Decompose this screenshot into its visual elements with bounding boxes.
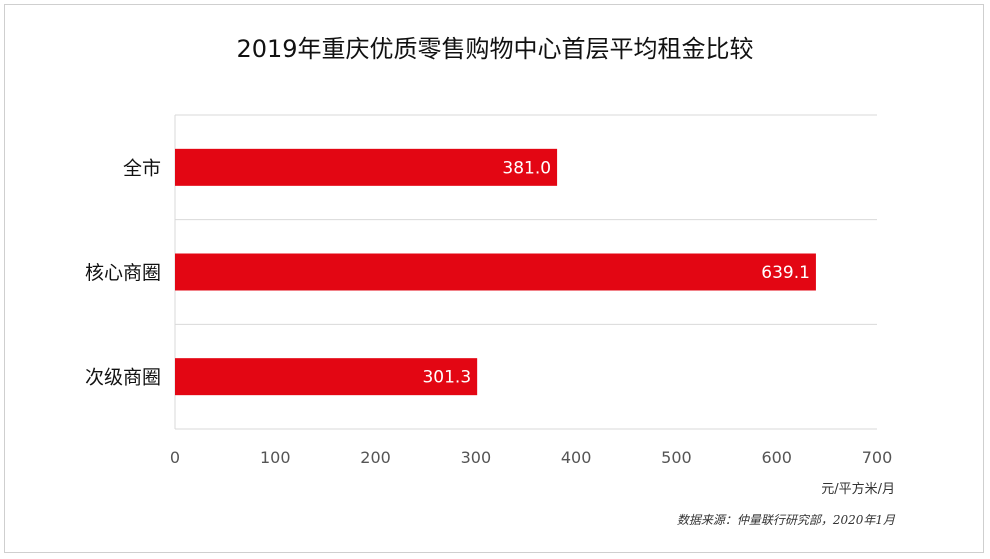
bar-value-label: 301.3 [422, 368, 471, 388]
source-note: 数据来源：仲量联行研究部，2020年1月 [677, 513, 896, 527]
chart-frame: 2019年重庆优质零售购物中心首层平均租金比较 381.0 639.1 301.3 … [4, 4, 984, 553]
bar [175, 358, 478, 396]
bar-value-label: 381.0 [502, 158, 551, 178]
x-axis-unit: 元/平方米/月 [821, 481, 895, 497]
chart: 2019年重庆优质零售购物中心首层平均租金比较 381.0639.1301.3 … [85, 35, 896, 527]
x-tick-label: 200 [360, 448, 391, 467]
x-tick-label: 0 [170, 448, 180, 467]
x-tick-label: 700 [862, 448, 893, 467]
category-label: 次级商圈 [85, 367, 161, 389]
bar [175, 253, 816, 291]
x-tick-label: 300 [461, 448, 492, 467]
x-tick-label: 600 [761, 448, 792, 467]
x-tick-label: 400 [561, 448, 592, 467]
bar [175, 148, 558, 186]
category-label: 核心商圈 [85, 262, 161, 284]
category-label: 全市 [123, 157, 161, 179]
bars: 381.0 639.1 301.3 [175, 148, 816, 396]
x-tick-label: 500 [661, 448, 692, 467]
chart-title: 2019年重庆优质零售购物中心首层平均租金比较 [236, 35, 753, 63]
x-tick-label: 100 [260, 448, 291, 467]
x-axis-ticks: 0 100 200 300 400 500 600 700 [170, 448, 892, 467]
bar-value-label: 639.1 [761, 263, 810, 283]
